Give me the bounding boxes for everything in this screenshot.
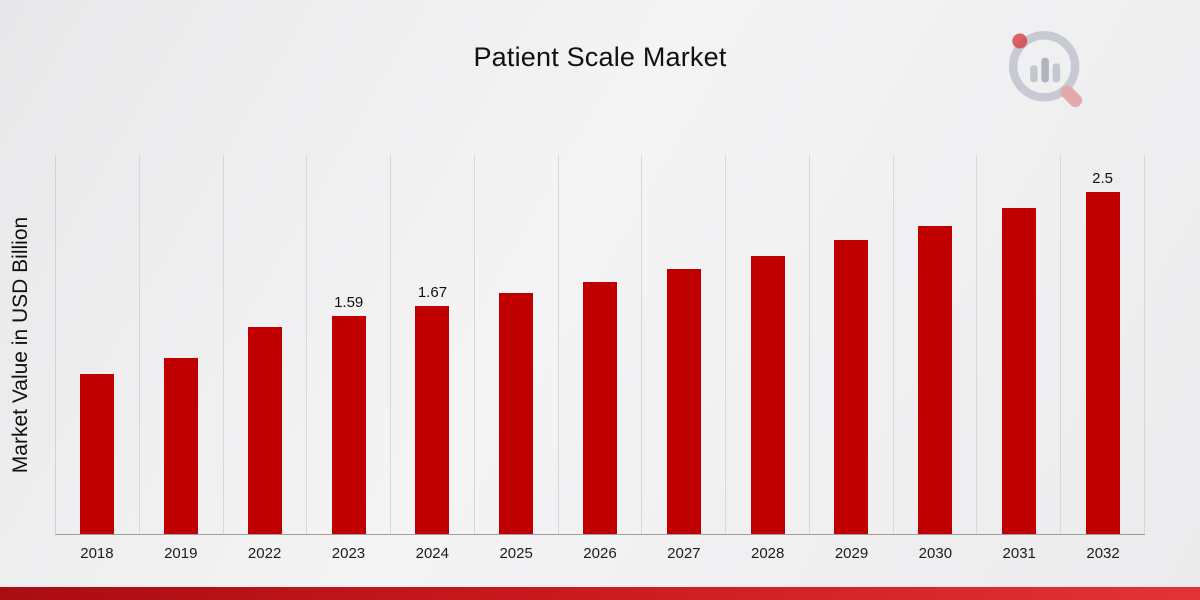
x-axis-tick-label-2026: 2026 <box>583 545 617 562</box>
bar-2026 <box>582 282 617 534</box>
x-axis-tick-label-2027: 2027 <box>667 545 701 562</box>
x-axis-tick-label-2024: 2024 <box>415 545 449 562</box>
plot-area: 1.59 1.67 2.5 <box>55 155 1145 535</box>
bar-2031 <box>1001 208 1036 534</box>
chart-column-2030 <box>894 155 978 534</box>
x-axis-tick-label-2031: 2031 <box>1002 545 1036 562</box>
chart-column-2022 <box>224 155 308 534</box>
bar-value-label-2023: 1.59 <box>334 294 364 312</box>
bar-2032: 2.5 <box>1085 170 1120 534</box>
y-axis-label: Market Value in USD Billion <box>0 155 42 535</box>
brand-logo <box>1000 26 1094 116</box>
x-axis-labels: 2018 2019 2022 2023 2024 2025 2026 2027 2028 2029… <box>55 545 1145 562</box>
bar-2022 <box>247 327 282 534</box>
chart-column-2027 <box>642 155 727 534</box>
chart-column-2029 <box>810 155 894 534</box>
bar-2019 <box>164 357 199 534</box>
x-axis-tick-label-2019: 2019 <box>164 545 198 562</box>
bar-value-label-2032: 2.5 <box>1092 169 1113 187</box>
chart-column-2024: 1.67 <box>391 155 475 534</box>
chart-column-2032: 2.5 <box>1061 155 1145 534</box>
x-axis-tick-label-2018: 2018 <box>80 545 114 562</box>
x-axis-tick-label-2028: 2028 <box>750 545 785 562</box>
bar-2018 <box>80 373 115 534</box>
x-axis-tick-label-2032: 2032 <box>1086 545 1120 562</box>
chart-column-2025 <box>475 155 559 534</box>
bar-2029 <box>834 239 869 534</box>
bar-2028 <box>750 256 785 534</box>
chart-column-2023: 1.59 <box>307 155 392 534</box>
x-axis-tick-label-2023: 2023 <box>331 545 366 562</box>
bar-2024: 1.67 <box>415 284 450 534</box>
chart-column-2018 <box>56 155 140 534</box>
bar-2023: 1.59 <box>331 294 366 534</box>
magnifier-barchart-logo-icon <box>1009 31 1083 108</box>
chart-column-2019 <box>140 155 224 534</box>
bar-2025 <box>499 293 534 534</box>
chart-column-2031 <box>977 155 1062 534</box>
chart-column-2026 <box>559 155 643 534</box>
x-axis-tick-label-2022: 2022 <box>247 545 282 562</box>
bar-value-label-2024: 1.67 <box>417 283 448 301</box>
chart-title: Patient Scale Market <box>473 42 727 72</box>
x-axis-tick-label-2029: 2029 <box>834 545 869 562</box>
bottom-accent-stripe <box>0 587 1200 600</box>
x-axis-tick-label-2025: 2025 <box>499 545 533 562</box>
y-axis-label-text: Market Value in USD Billion <box>9 216 33 474</box>
bar-2027 <box>666 268 701 534</box>
chart-column-2028 <box>726 155 810 534</box>
x-axis-tick-label-2030: 2030 <box>918 545 953 562</box>
bar-2030 <box>918 226 953 534</box>
